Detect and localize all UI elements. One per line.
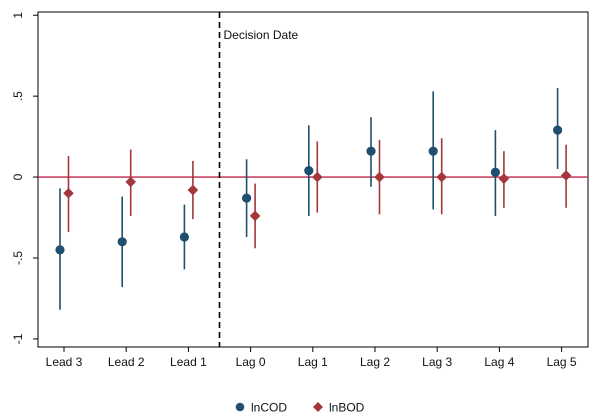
- data-point: [55, 245, 65, 255]
- y-axis: 1 .5 0 -.5 -1: [11, 12, 38, 344]
- series-group: [55, 88, 572, 310]
- data-point: [553, 125, 563, 135]
- x-tick-label: Lead 3: [46, 355, 83, 369]
- x-tick-label: Lag 4: [484, 355, 514, 369]
- data-point: [366, 146, 376, 156]
- x-tick-label: Lag 5: [547, 355, 577, 369]
- y-tick-label: 0: [11, 173, 25, 180]
- legend: lnCOD lnBOD: [235, 401, 365, 415]
- x-tick-label: Lead 2: [108, 355, 145, 369]
- series-lnBOD: [63, 138, 572, 249]
- x-tick-label: Lag 0: [236, 355, 266, 369]
- data-point: [249, 210, 261, 222]
- data-point: [179, 232, 189, 242]
- data-point: [374, 171, 385, 183]
- y-tick-label: -1: [11, 333, 25, 344]
- legend-marker-lnBOD: [313, 402, 323, 412]
- data-point: [490, 167, 500, 177]
- y-tick-label: .5: [11, 91, 25, 101]
- data-point: [117, 237, 127, 247]
- series-lnCOD: [55, 88, 563, 310]
- legend-label-lnCOD: lnCOD: [251, 401, 287, 415]
- data-point: [560, 170, 572, 181]
- decision-date-group: Decision Date: [218, 12, 299, 347]
- legend-marker-lnCOD: [235, 402, 245, 412]
- data-point: [312, 171, 323, 183]
- x-tick-label: Lag 2: [360, 355, 390, 369]
- data-point: [63, 187, 74, 199]
- data-point: [498, 173, 510, 184]
- data-point: [125, 176, 136, 188]
- x-tick-label: Lag 3: [422, 355, 452, 369]
- data-point: [304, 165, 314, 176]
- data-point: [187, 184, 199, 196]
- decision-date-label: Decision Date: [224, 28, 299, 42]
- x-tick-label: Lag 1: [298, 355, 328, 369]
- x-tick-label: Lead 1: [170, 355, 207, 369]
- x-axis: Lead 3 Lead 2 Lead 1 Lag 0 Lag 1 Lag 2 Lag 3 La…: [46, 347, 577, 369]
- data-point: [428, 146, 438, 156]
- data-point: [436, 171, 447, 183]
- data-point: [242, 193, 252, 203]
- y-tick-label: 1: [11, 12, 25, 19]
- legend-label-lnBOD: lnBOD: [329, 401, 365, 415]
- y-tick-label: -.5: [11, 251, 25, 265]
